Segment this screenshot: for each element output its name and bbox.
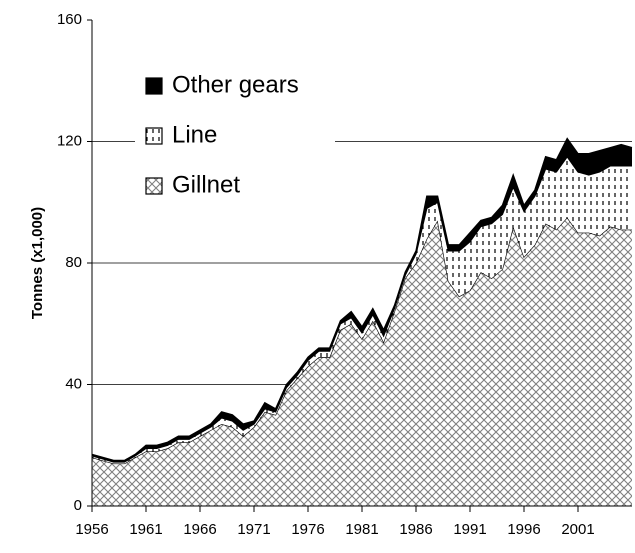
y-tick-label: 80 (65, 254, 82, 271)
area-edge (91, 137, 633, 462)
x-tick-label: 1971 (237, 521, 270, 538)
legend-label: Gillnet (172, 171, 240, 198)
legend-swatch (145, 127, 163, 145)
area (92, 138, 632, 462)
legend: Gillnet Line Other gears (135, 60, 335, 210)
y-tick-label: 40 (65, 375, 82, 392)
y-axis-label: Tonnes (x1,000) (29, 207, 46, 319)
legend-label: Line (172, 121, 217, 148)
legend-swatch (145, 177, 163, 195)
y-tick-label: 0 (74, 497, 82, 514)
x-tick-label: 1976 (291, 521, 324, 538)
x-tick-label: 1991 (453, 521, 486, 538)
x-tick-label: 1966 (183, 521, 216, 538)
x-tick-label: 2001 (561, 521, 594, 538)
area (92, 156, 632, 464)
x-tick-label: 1981 (345, 521, 378, 538)
x-tick-label: 1986 (399, 521, 432, 538)
legend-label: Other gears (172, 71, 299, 98)
x-tick-label: 1956 (75, 521, 108, 538)
legend-box (135, 60, 335, 210)
x-tick-label: 1996 (507, 521, 540, 538)
x-tick-label: 1961 (129, 521, 162, 538)
area (92, 217, 632, 506)
y-tick-label: 120 (57, 132, 82, 149)
legend-swatch (145, 77, 163, 95)
y-tick-label: 160 (57, 11, 82, 28)
